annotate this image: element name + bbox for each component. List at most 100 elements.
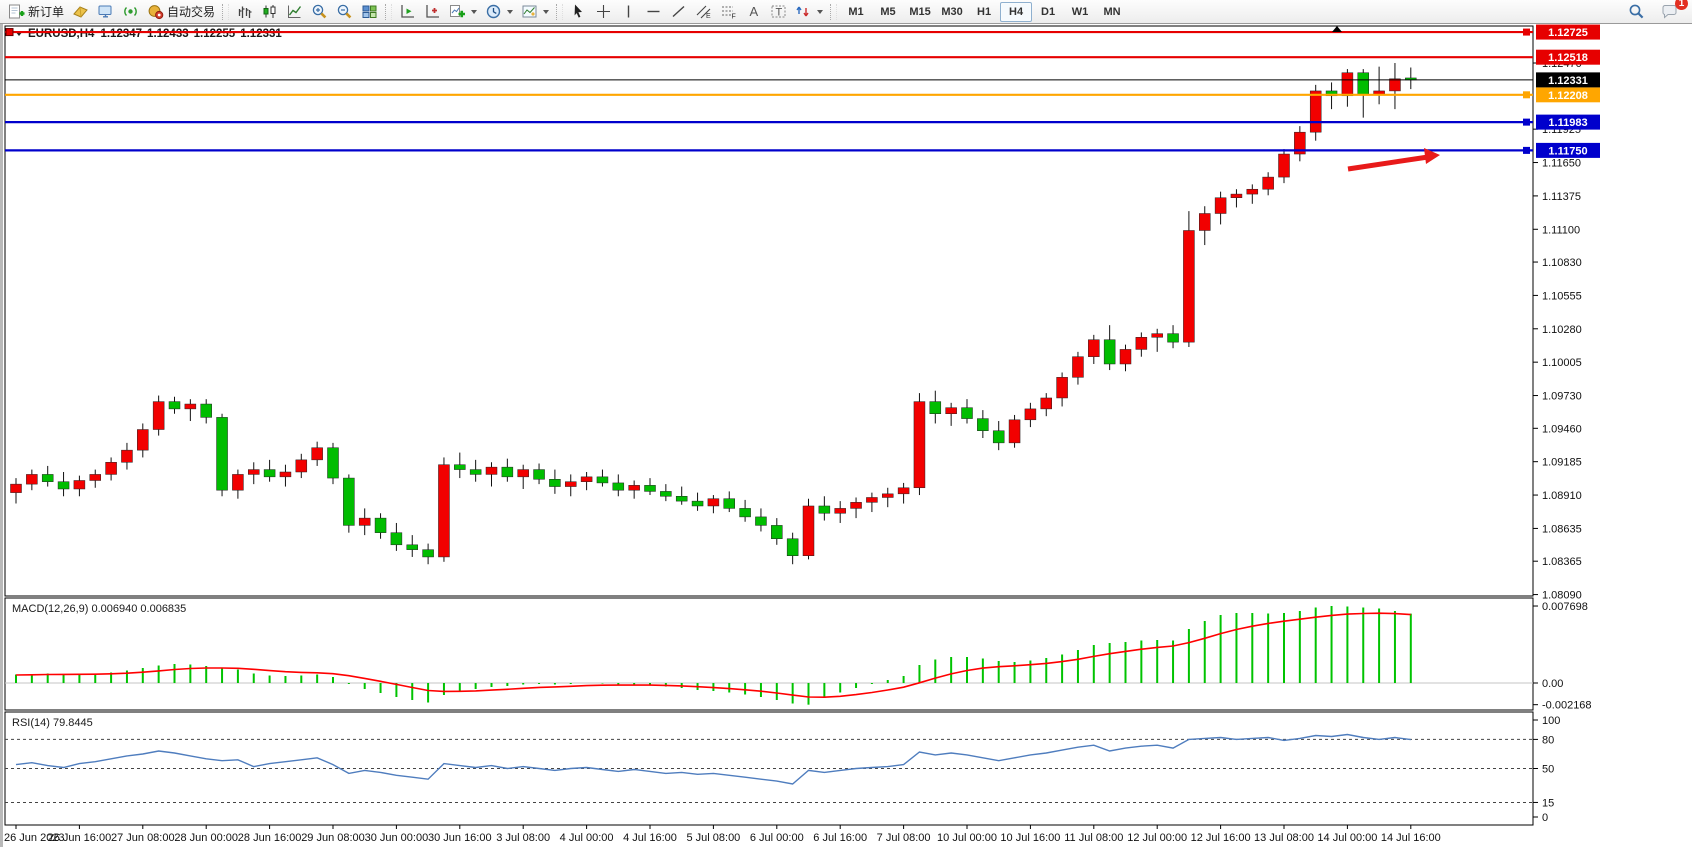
price-tag-label: 1.12208 — [1548, 90, 1588, 102]
signals-button[interactable] — [118, 1, 143, 23]
periods-caret-icon — [507, 9, 514, 14]
cursor-button[interactable] — [566, 1, 591, 23]
time-label: 10 Jul 00:00 — [937, 832, 997, 844]
search-button[interactable] — [1624, 1, 1649, 23]
candle-body — [707, 498, 720, 507]
autotrade-button[interactable]: 自动交易 — [143, 1, 219, 23]
autotrade-icon — [147, 3, 164, 20]
arrow-annotation[interactable] — [1347, 154, 1429, 172]
price-tag-label: 1.12331 — [1548, 75, 1588, 87]
candle-body — [533, 469, 545, 480]
candle-body — [137, 429, 149, 451]
community-button[interactable] — [93, 1, 118, 23]
market-watch-button[interactable] — [68, 1, 93, 23]
line-chart-icon — [286, 3, 303, 20]
price-tag-label: 1.11750 — [1548, 145, 1587, 157]
price-tick-label: 1.10005 — [1542, 357, 1582, 369]
time-label: 29 Jun 08:00 — [301, 832, 365, 844]
tile-windows-button[interactable] — [357, 1, 382, 23]
time-label: 6 Jul 16:00 — [813, 832, 867, 844]
timeframe-h4[interactable]: H4 — [1000, 1, 1033, 22]
candle-body — [723, 498, 735, 509]
candle-body — [1309, 90, 1322, 133]
text-button[interactable]: A — [741, 1, 766, 23]
trendline-button[interactable] — [666, 1, 691, 23]
line-handle[interactable] — [1523, 118, 1530, 126]
horizontal-line-button[interactable] — [641, 1, 666, 23]
chart-shift-button[interactable] — [395, 1, 420, 23]
timeframe-w1[interactable]: W1 — [1071, 5, 1089, 18]
candle-body — [675, 496, 688, 502]
candle-body — [945, 407, 957, 414]
new-order-button[interactable]: 新订单 — [4, 1, 68, 23]
chart-area[interactable]: EURUSD,H4 1.12347 1.12433 1.12255 1.12331 MA… — [0, 24, 1692, 847]
line-handle[interactable] — [5, 28, 14, 37]
zoom-out-button[interactable] — [332, 1, 357, 23]
candle-body — [1056, 377, 1068, 399]
candle-body — [374, 517, 387, 533]
text-icon: A — [745, 3, 762, 20]
candle-body — [41, 474, 54, 482]
timeframe-m30[interactable]: M30 — [941, 5, 963, 18]
time-label: 4 Jul 16:00 — [623, 832, 677, 844]
candle-body — [786, 538, 799, 556]
line-handle[interactable] — [1523, 91, 1530, 99]
candle-body — [390, 532, 403, 546]
rsi-tick-label: 50 — [1542, 764, 1554, 776]
candle-body — [1246, 188, 1259, 195]
candle-body — [200, 403, 212, 418]
zoom-in-button[interactable] — [307, 1, 332, 23]
notifications-button[interactable]: 1 — [1657, 0, 1688, 23]
bar-chart-button[interactable] — [232, 1, 257, 23]
price-tick-label: 1.10280 — [1542, 324, 1582, 336]
candle-body — [1008, 419, 1021, 444]
timeframe-group: M1 M5 M15 M30 H1 H4 D1 W1 MN — [840, 1, 1128, 22]
channel-button[interactable]: E — [691, 1, 716, 23]
time-label: 10 Jul 16:00 — [1000, 832, 1060, 844]
candle-body — [1357, 72, 1369, 95]
price-tick-label: 1.09185 — [1542, 457, 1582, 469]
timeframe-mn[interactable]: MN — [1103, 5, 1121, 18]
templates-caret-icon — [543, 9, 550, 14]
timeframe-m1[interactable]: M1 — [848, 5, 864, 18]
line-chart-button[interactable] — [282, 1, 307, 23]
price-tag — [1536, 49, 1600, 65]
arrow-annotation-head[interactable] — [1424, 148, 1440, 164]
vertical-line-button[interactable] — [616, 1, 641, 23]
timeframe-h1[interactable]: H1 — [977, 5, 992, 18]
timeframe-m15[interactable]: M15 — [909, 5, 931, 18]
candle-body — [612, 482, 625, 491]
candle-body — [10, 483, 22, 493]
text-label-icon: T — [770, 3, 787, 20]
trendline-icon — [670, 3, 687, 20]
templates-button[interactable] — [517, 1, 553, 23]
line-handle[interactable] — [1523, 146, 1530, 154]
auto-scroll-button[interactable] — [420, 1, 445, 23]
indicators-button[interactable] — [445, 1, 481, 23]
line-handle[interactable] — [1523, 28, 1530, 36]
candle-body — [89, 474, 101, 481]
candle-body — [406, 544, 418, 550]
price-tick-label: 1.08910 — [1542, 490, 1582, 502]
candlestick-button[interactable] — [257, 1, 282, 23]
arrows-button[interactable] — [791, 1, 827, 23]
timeframe-m5[interactable]: M5 — [880, 5, 896, 18]
fibonacci-button[interactable]: F — [716, 1, 741, 23]
text-label-button[interactable]: T — [766, 1, 791, 23]
price-tick-label: 1.08365 — [1542, 556, 1582, 568]
candle-body — [232, 474, 244, 491]
candles — [10, 63, 1417, 565]
arrows-caret-icon — [817, 9, 824, 14]
periods-button[interactable] — [481, 1, 517, 23]
timeframe-d1[interactable]: D1 — [1041, 5, 1056, 18]
chart-title: EURUSD,H4 1.12347 1.12433 1.12255 1.12331 — [28, 28, 282, 40]
time-label: 28 Jun 16:00 — [238, 832, 302, 844]
candle-body — [739, 508, 751, 518]
time-label: 26 Jun 2023 — [4, 832, 65, 844]
candle-body — [1088, 339, 1100, 357]
crosshair-button[interactable] — [591, 1, 616, 23]
time-label: 30 Jun 00:00 — [365, 832, 429, 844]
candle-body — [1151, 333, 1163, 338]
crosshair-icon — [595, 3, 612, 20]
candle-body — [469, 469, 482, 475]
